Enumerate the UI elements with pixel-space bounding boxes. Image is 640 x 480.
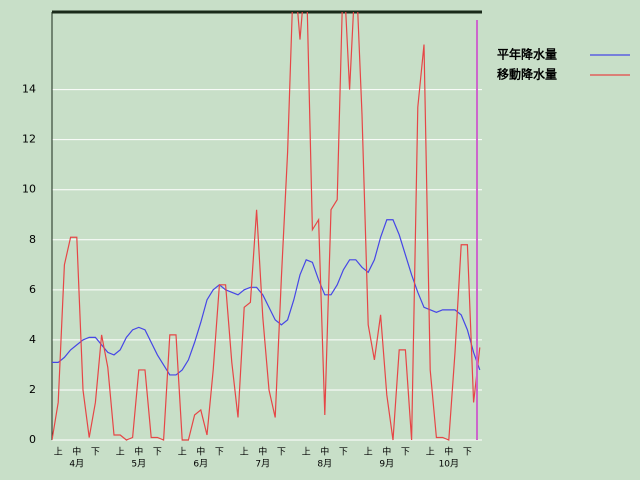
x-tick-label: 中 [444, 446, 453, 458]
x-tick-label: 下 [91, 448, 100, 458]
y-tick-label: 4 [29, 333, 36, 346]
y-tick-label: 2 [29, 383, 36, 396]
legend-label: 移動降水量 [497, 67, 557, 82]
x-tick-label: 中 [196, 446, 205, 458]
x-tick-label: 上 [240, 447, 249, 458]
month-label: 10月 [439, 459, 459, 470]
x-tick-label: 上 [426, 447, 435, 458]
y-tick-label: 8 [29, 233, 36, 246]
month-label: 4月 [69, 459, 84, 470]
legend-label: 平年降水量 [497, 47, 557, 62]
x-tick-label: 上 [116, 447, 125, 458]
y-tick-label: 0 [29, 433, 36, 446]
x-tick-label: 下 [277, 448, 286, 458]
x-tick-label: 上 [178, 447, 187, 458]
y-tick-label: 14 [22, 83, 36, 96]
data-line [52, 219, 481, 376]
month-label: 9月 [379, 459, 394, 470]
x-tick-label: 中 [258, 446, 267, 458]
month-label: 6月 [193, 459, 208, 470]
x-tick-label: 下 [463, 448, 472, 458]
y-tick-label: 6 [29, 283, 36, 296]
x-tick-label: 上 [364, 447, 373, 458]
y-tick-label: 10 [22, 183, 36, 196]
x-tick-label: 中 [320, 446, 329, 458]
month-label: 7月 [255, 459, 270, 470]
x-tick-label: 中 [382, 446, 391, 458]
x-tick-label: 上 [54, 447, 63, 458]
x-tick-label: 下 [401, 448, 410, 458]
x-tick-label: 下 [153, 448, 162, 458]
data-line [52, 12, 481, 441]
x-tick-label: 中 [134, 446, 143, 458]
x-tick-label: 上 [302, 447, 311, 458]
x-tick-label: 下 [339, 448, 348, 458]
x-tick-label: 下 [215, 448, 224, 458]
y-tick-label: 12 [22, 133, 36, 146]
x-tick-label: 中 [72, 446, 81, 458]
month-label: 8月 [317, 459, 332, 470]
month-label: 5月 [131, 459, 146, 470]
